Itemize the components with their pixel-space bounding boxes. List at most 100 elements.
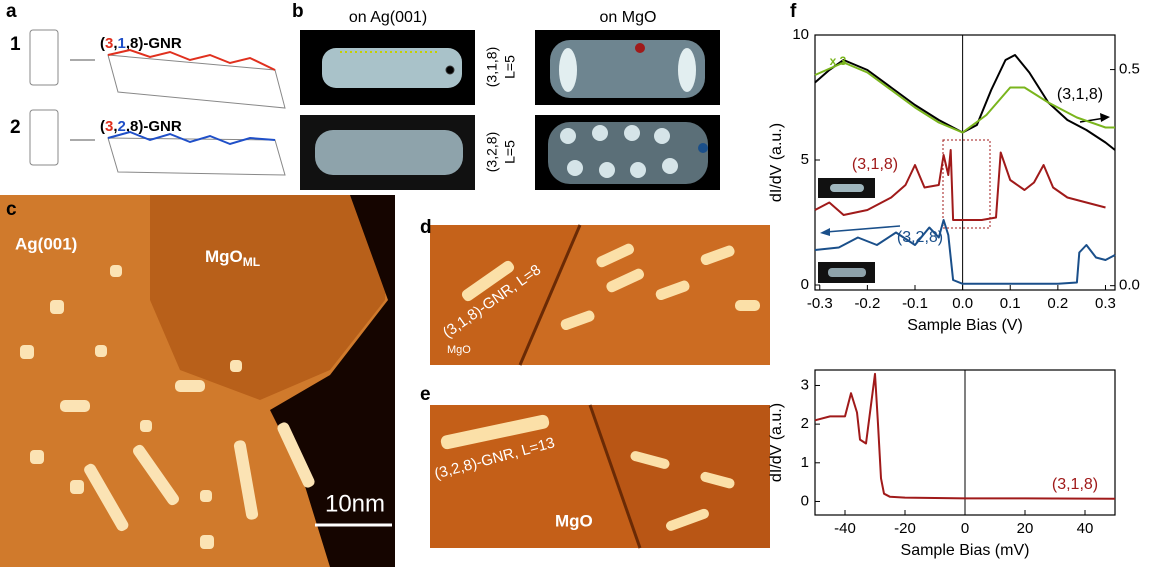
panel-label: d (420, 217, 432, 238)
x-tick-label: -0.2 (854, 295, 880, 312)
row-length: L=5 (502, 140, 518, 164)
mgo-island (150, 195, 390, 400)
axis-arrow (825, 225, 901, 233)
name-part: , (113, 118, 117, 135)
panel-f: f -0.3 -0.2 -0.1 0.0 0.1 0.2 0.305100.00.5Samp… (768, 1, 1140, 559)
name-part: ,8)-GNR (126, 35, 182, 52)
end-state (559, 48, 577, 92)
name-part: 3 (105, 35, 113, 52)
step-edge (588, 404, 642, 549)
x-tick-label: -40 (834, 520, 856, 537)
series-label: (3,1,8) (852, 156, 898, 173)
panel-e: e (3,2,8)-GNR, L=13 MgO (420, 384, 770, 549)
region-label: MgOML (205, 247, 260, 269)
y-tick-label: 2 (801, 415, 809, 432)
y-tick-label: 3 (801, 376, 809, 393)
spectrum-line (814, 149, 1106, 221)
x-tick-label: -0.1 (902, 295, 928, 312)
panel-label: b (292, 1, 304, 22)
y2-tick-label: 0.5 (1119, 61, 1140, 78)
gnr-rods (440, 414, 735, 531)
region-base: MgO (205, 247, 243, 266)
step-edge (518, 224, 582, 366)
terrace (590, 405, 770, 548)
x-tick-label: 0.3 (1095, 295, 1116, 312)
arrow-head (1100, 113, 1110, 122)
series-label: (3,1,8) (1052, 476, 1098, 493)
substrate-label: MgO (555, 511, 593, 530)
x-tick-label: 0 (961, 520, 969, 537)
molecule-sketch (29, 29, 286, 176)
x-axis-label: Sample Bias (V) (907, 317, 1023, 334)
column-title: on MgO (600, 9, 657, 26)
scale-bar-label: 10nm (325, 490, 385, 517)
spectrum-line (814, 219, 1116, 285)
y-axis-label: dI/dV (a.u.) (768, 123, 785, 202)
item-number: 2 (10, 117, 21, 138)
gnr-image (315, 130, 463, 175)
lobes (560, 125, 678, 178)
gnr-name: (3,2,8)-GNR (100, 118, 182, 135)
x-tick-label: -0.3 (807, 295, 833, 312)
name-part: ( (100, 118, 105, 135)
y-tick-label: 1 (801, 454, 809, 471)
panel-c: c Ag(001) MgOML 10nm (0, 195, 395, 567)
arrow-head (820, 228, 830, 236)
name-part: 3 (105, 118, 113, 135)
zoom-box (942, 139, 991, 229)
x-tick-label: 0.2 (1047, 295, 1068, 312)
row-length: L=5 (502, 55, 518, 79)
substrate-label: MgO (447, 344, 471, 356)
panel-label: f (790, 1, 797, 22)
y-tick-label: 10 (792, 26, 809, 43)
panel-b: b on Ag(001) on MgO (3,1,8) L=5 (3,2,8) … (292, 1, 720, 190)
gnr-rods (20, 265, 315, 549)
spectrum-line (814, 61, 1115, 134)
plot-frame (814, 34, 1116, 291)
panel-label: c (6, 199, 17, 220)
name-part: , (113, 35, 117, 52)
spectrum-line (814, 54, 1116, 151)
y2-tick-label: 0.0 (1119, 277, 1140, 294)
row-name: (3,2,8) (484, 132, 500, 172)
name-part: ( (100, 35, 105, 52)
gnr-rods (461, 243, 760, 331)
y-tick-label: 0 (801, 492, 809, 509)
end-state (678, 48, 696, 92)
x-axis-label: Sample Bias (mV) (901, 542, 1030, 559)
x-tick-label: 0.0 (952, 295, 973, 312)
panel-label: e (420, 384, 431, 405)
gnr-image (550, 40, 705, 98)
tip-position (635, 43, 645, 53)
series-label: (3,2,8) (897, 229, 943, 246)
tip-position (698, 143, 708, 153)
x-tick-label: 0.1 (1000, 295, 1021, 312)
gnr-name: (3,1,8)-GNR (100, 35, 182, 52)
x-tick-label: -20 (894, 520, 916, 537)
x-tick-label: 40 (1077, 520, 1094, 537)
panel-label: a (6, 1, 17, 22)
y-tick-label: 0 (801, 276, 809, 293)
y-axis-label: dI/dV (a.u.) (768, 403, 785, 482)
column-title: on Ag(001) (349, 9, 427, 26)
inset-gnr (830, 184, 864, 192)
row-name: (3,1,8) (484, 47, 500, 87)
item-number: 1 (10, 34, 21, 55)
series-label: (3,1,8) (1057, 86, 1103, 103)
series-label: x 3 (830, 54, 847, 68)
panel-d: d (3,1,8)-GNR, L=8 MgO (420, 217, 770, 366)
spectrum-line (814, 372, 1116, 500)
panel-a: a 1 2 (3,1,8)-GNR (3,2,8)-GNR (6, 1, 286, 176)
inset-gnr (828, 268, 866, 277)
name-part: 1 (118, 35, 126, 52)
y-tick-label: 5 (801, 151, 809, 168)
region-sub: ML (243, 255, 260, 269)
tip-position (445, 65, 455, 75)
name-part: 2 (118, 118, 126, 135)
name-part: ,8)-GNR (126, 118, 182, 135)
region-label: Ag(001) (15, 234, 77, 253)
gnr-image (322, 48, 462, 88)
x-tick-label: 20 (1017, 520, 1034, 537)
